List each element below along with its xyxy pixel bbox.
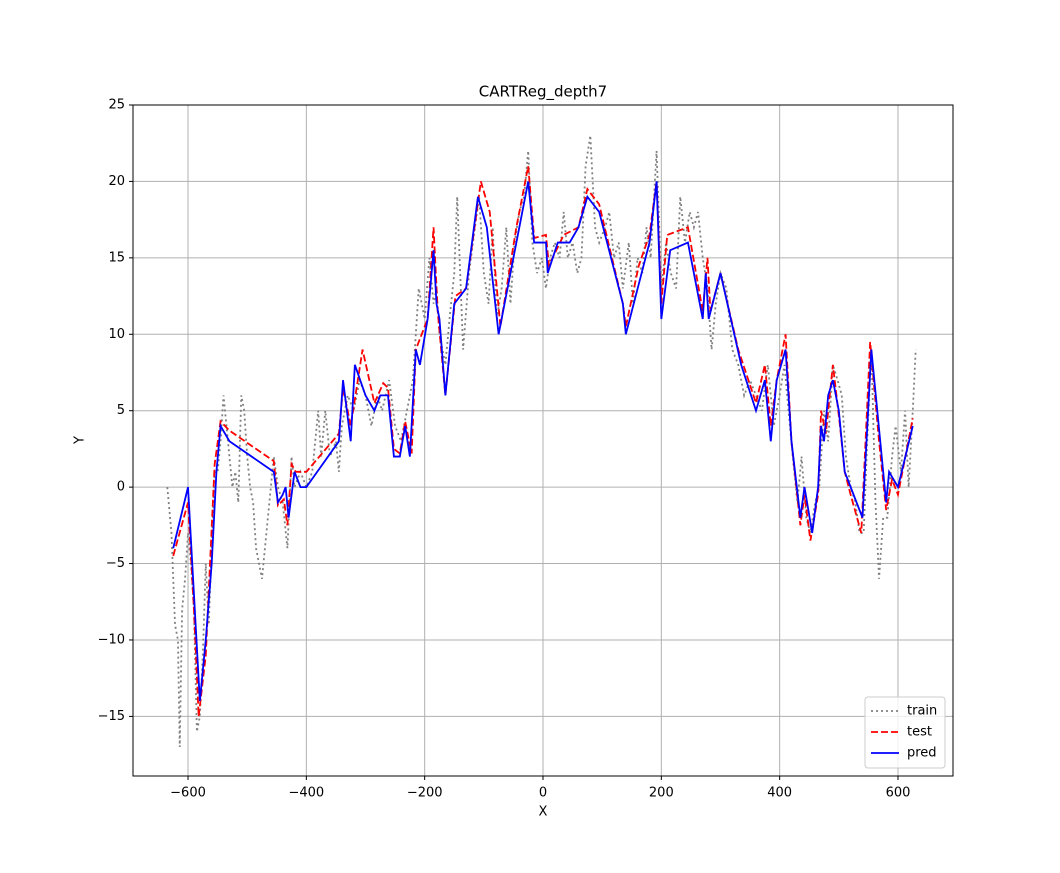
- x-tick-label: −400: [288, 786, 324, 801]
- x-tick-label: 200: [649, 786, 674, 801]
- y-tick-label: −10: [98, 632, 125, 647]
- x-tick-label: 0: [539, 786, 547, 801]
- y-tick-label: −15: [98, 709, 125, 724]
- y-tick-label: 15: [108, 250, 125, 265]
- x-tick-label: −600: [170, 786, 206, 801]
- legend-box: [864, 696, 946, 769]
- x-axis-label: X: [539, 805, 548, 820]
- y-tick-label: 0: [117, 480, 125, 495]
- x-tick-label: 400: [767, 786, 792, 801]
- series-line: [172, 181, 914, 702]
- y-tick-label: 10: [108, 327, 125, 342]
- y-axis-label: Y: [73, 436, 88, 445]
- legend-label: test: [907, 725, 932, 740]
- x-tick-label: −200: [407, 786, 443, 801]
- y-tick-label: 5: [117, 403, 125, 418]
- legend-label: train: [907, 704, 937, 719]
- legend-label: pred: [907, 746, 937, 761]
- y-tick-label: −5: [106, 556, 125, 571]
- plot-frame: [132, 104, 954, 777]
- chart-title: CARTReg_depth7: [479, 83, 607, 102]
- y-tick-label: 20: [108, 174, 125, 189]
- x-tick-label: 600: [886, 786, 911, 801]
- y-tick-label: 25: [108, 98, 125, 113]
